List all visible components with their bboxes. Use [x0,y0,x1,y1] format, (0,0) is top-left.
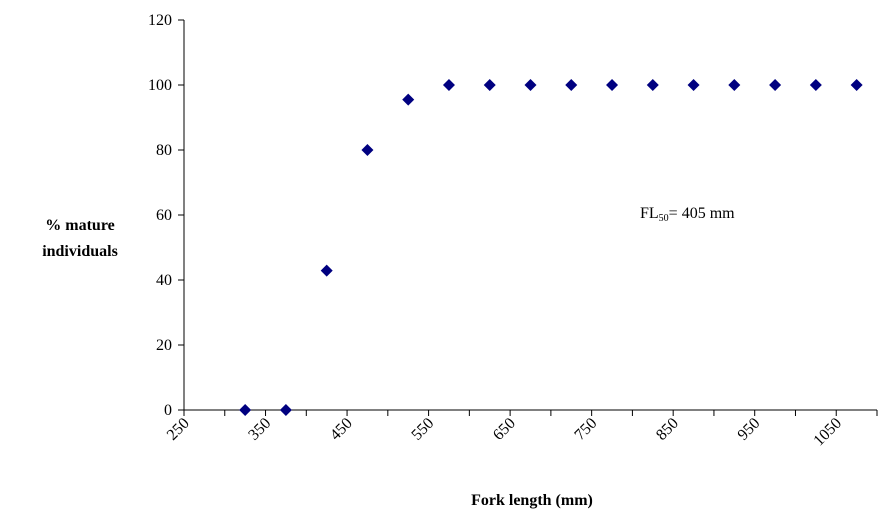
data-point [361,144,374,156]
x-tick-label: 950 [735,415,764,444]
y-axis-ticks: 0 20 40 60 80 100 120 [148,12,184,419]
data-point [850,79,863,91]
x-tick-label: 850 [653,415,682,444]
annotation-rest: = 405 mm [669,205,735,222]
annotation-main: FL [640,205,659,222]
data-point [279,404,292,416]
axes [183,20,877,411]
data-point [483,79,496,91]
x-tick-label: 450 [327,415,356,444]
x-tick-label: 550 [408,415,437,444]
y-tick-label: 20 [156,337,172,354]
y-tick-label: 80 [156,142,172,159]
fl50-annotation: FL50= 405 mm [640,205,735,224]
data-point [809,79,822,91]
data-point [728,79,741,91]
y-axis-title-line-2: individuals [42,243,118,260]
y-tick-label: 60 [156,207,172,224]
data-point [402,93,415,106]
x-axis-ticks: 250 350 450 550 650 750 850 950 1050 [164,410,878,450]
data-point [606,79,619,91]
data-point [524,79,537,91]
data-point [239,404,252,416]
x-tick-label: 750 [571,415,600,444]
data-point [769,79,782,91]
data-point [687,79,700,91]
x-tick-label: 1050 [810,415,845,450]
data-point [442,79,455,91]
x-tick-label: 650 [490,415,519,444]
x-axis-title: Fork length (mm) [471,492,593,509]
y-tick-label: 120 [148,12,172,29]
y-tick-label: 100 [148,77,172,94]
y-tick-label: 0 [164,402,172,419]
data-point [565,79,578,91]
data-point [320,264,333,277]
annotation-subscript: 50 [659,213,669,224]
y-axis-title-line-1: % mature [45,217,114,234]
x-tick-label: 250 [164,415,193,444]
y-tick-label: 40 [156,272,172,289]
data-point [646,79,659,91]
data-points [239,79,863,416]
x-tick-label: 350 [245,415,274,444]
